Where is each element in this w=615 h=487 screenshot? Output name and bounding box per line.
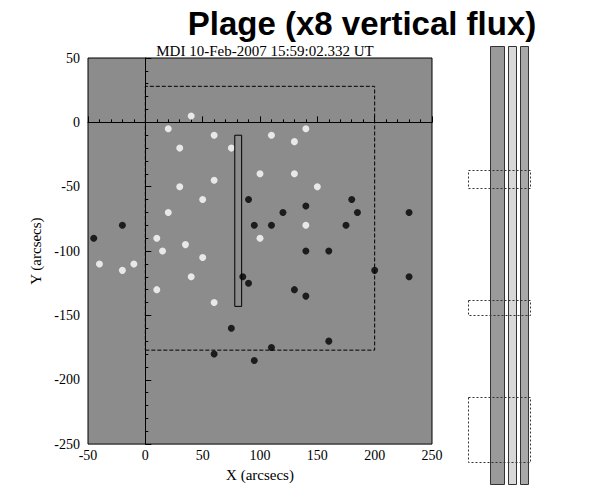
svg-text:-250: -250 <box>54 437 80 452</box>
svg-text:Plage (x8 vertical flux): Plage (x8 vertical flux) <box>188 5 536 42</box>
svg-text:-200: -200 <box>54 372 80 387</box>
svg-text:-50: -50 <box>61 179 80 194</box>
svg-text:-100: -100 <box>54 244 80 259</box>
svg-text:0: 0 <box>142 448 149 463</box>
svg-text:100: 100 <box>250 448 271 463</box>
svg-text:250: 250 <box>422 448 443 463</box>
svg-text:-50: -50 <box>79 448 98 463</box>
svg-text:Y (arcsecs): Y (arcsecs) <box>28 217 45 284</box>
svg-text:X (arcsecs): X (arcsecs) <box>226 467 294 484</box>
svg-text:200: 200 <box>364 448 385 463</box>
svg-text:50: 50 <box>196 448 210 463</box>
svg-text:0: 0 <box>73 115 80 130</box>
svg-text:50: 50 <box>66 51 80 66</box>
svg-text:MDI 10-Feb-2007 15:59:02.332 U: MDI 10-Feb-2007 15:59:02.332 UT <box>156 43 374 59</box>
svg-text:150: 150 <box>307 448 328 463</box>
svg-text:-150: -150 <box>54 308 80 323</box>
